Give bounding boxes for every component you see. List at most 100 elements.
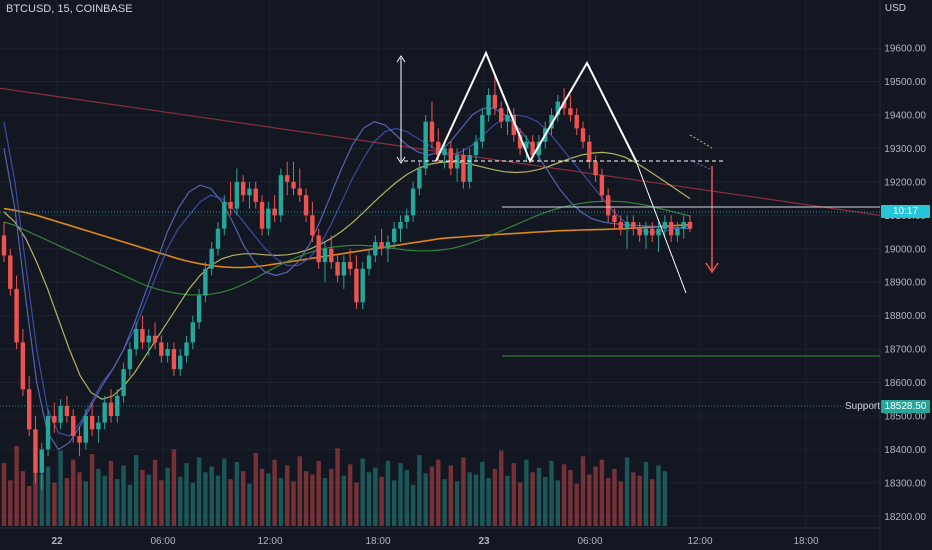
volume-bar (486, 478, 491, 526)
volume-bar (108, 460, 114, 526)
candle-body (102, 402, 107, 423)
double-top-pattern (435, 50, 637, 164)
candle-body (687, 222, 693, 229)
volume-bar (222, 458, 227, 526)
volume-bar (662, 471, 668, 526)
volume-bar (448, 465, 454, 526)
volume-bar (152, 459, 158, 526)
time-tick-label: 22 (51, 536, 63, 547)
candle-body (303, 195, 309, 216)
candle-body (146, 335, 151, 343)
volume-bar (71, 459, 76, 526)
price-tick-label: 18300.00 (884, 478, 926, 489)
volume-bar (612, 468, 617, 526)
volume-bar (96, 468, 101, 526)
candle-body (429, 121, 435, 142)
candle-body (473, 141, 479, 156)
volume-bar (121, 465, 126, 526)
candle-body (373, 242, 378, 256)
candle-body (454, 155, 460, 169)
candle-body (580, 128, 586, 142)
volume-bar (624, 457, 630, 526)
volume-bar (347, 464, 353, 526)
arrow-down-icon (396, 156, 406, 164)
volume-bar (599, 459, 605, 526)
time-tick-label: 06:00 (577, 536, 602, 547)
candle-body (278, 175, 284, 216)
volume-bar (102, 475, 107, 526)
candle-body (329, 248, 334, 263)
time-axis: 22 06:00 12:00 18:00 23 06:00 12:00 18:00 (0, 527, 880, 547)
candle-body (398, 222, 403, 229)
candle-body (133, 329, 139, 350)
candle-body (240, 181, 246, 196)
candle-body (568, 108, 573, 115)
volume-bar (341, 475, 347, 526)
price-tick-label: 18800.00 (884, 311, 926, 322)
volume-bar (555, 480, 561, 526)
candle-body (26, 389, 32, 430)
volume-bar (549, 460, 554, 526)
volume-bar (410, 484, 416, 526)
candle-body (152, 335, 158, 343)
volume-bar (536, 467, 542, 526)
candle-body (209, 248, 214, 269)
candle-body (360, 268, 365, 303)
volume-bar (454, 481, 460, 526)
volume-bar (316, 460, 321, 526)
candle-body (178, 355, 183, 370)
candle-body (624, 222, 630, 229)
candle-body (675, 228, 680, 236)
volume-bar (436, 459, 441, 526)
symbol-label: BTCUSD, 15, COINBASE (6, 3, 133, 15)
candle-body (190, 322, 196, 343)
volume-bar (587, 474, 592, 526)
candle-body (354, 268, 359, 303)
candle-body (524, 141, 529, 149)
volume-bar (637, 475, 642, 526)
volume-bar (373, 467, 378, 526)
price-tick-label: 19400.00 (884, 110, 926, 121)
candle-body (517, 135, 523, 149)
candle-body (203, 268, 208, 296)
candle-body (64, 405, 70, 416)
candle-body (1, 235, 7, 256)
volume-bar (297, 456, 303, 526)
volume-bar (391, 480, 397, 526)
volume-bar (127, 484, 133, 526)
chart-grid (0, 0, 880, 528)
candle-body (83, 415, 89, 443)
volume-bar (184, 463, 189, 526)
candle-body (215, 228, 221, 249)
candle-body (291, 181, 296, 189)
volume-bar (133, 455, 139, 526)
candle-body (8, 255, 13, 289)
volume-bar (561, 464, 567, 526)
volume-bar (253, 452, 258, 526)
volume-bar (398, 463, 403, 526)
price-tick-label: 19600.00 (884, 44, 926, 55)
volume-bar (228, 479, 233, 526)
candle-body (96, 422, 101, 430)
volume-bar (631, 472, 636, 526)
volume-bar (417, 455, 422, 526)
volume-bar (259, 468, 265, 526)
volume-bar (39, 474, 44, 526)
volume-bar (33, 457, 38, 526)
volume-bar (178, 476, 183, 526)
volume-bar (64, 478, 70, 526)
candle-body (536, 141, 542, 156)
candle-body (681, 222, 686, 229)
candle-body (196, 295, 202, 323)
candle-body (272, 208, 277, 216)
volume-bar (650, 479, 655, 526)
time-tick-label: 18:00 (365, 536, 390, 547)
candle-body (561, 101, 567, 109)
candle-body (366, 255, 372, 269)
candle-body (631, 222, 636, 229)
volume-bar (285, 465, 290, 526)
candle-body (656, 228, 661, 236)
price-tick-label: 18600.00 (884, 378, 926, 389)
volume-bar (404, 470, 409, 526)
